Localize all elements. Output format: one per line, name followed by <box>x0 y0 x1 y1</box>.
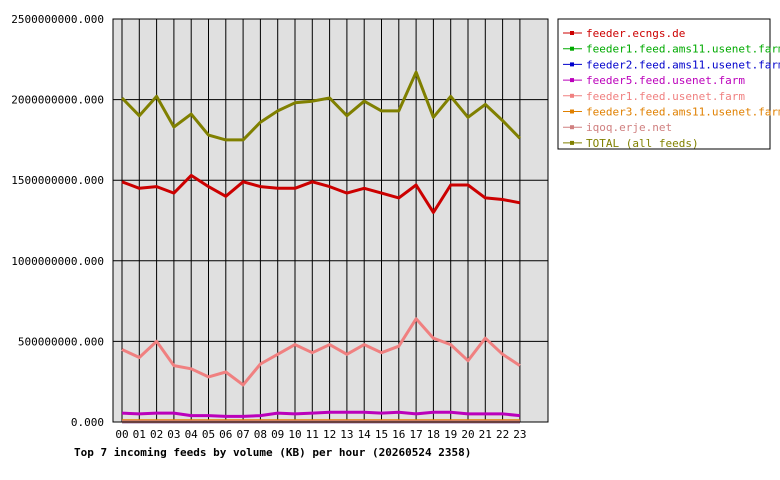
legend-marker <box>570 31 574 35</box>
x-tick-label: 01 <box>133 428 146 441</box>
x-tick-label: 21 <box>479 428 492 441</box>
legend-marker <box>570 125 574 130</box>
legend: feeder.ecngs.de feeder1.feed.ams11.usenet… <box>557 18 780 150</box>
x-tick-label: 03 <box>167 428 180 441</box>
y-tick-label: 2500000000.000 <box>11 13 104 26</box>
y-tick-label: 2000000000.000 <box>11 94 104 107</box>
legend-marker <box>570 78 574 83</box>
series-line <box>120 70 521 142</box>
x-tick-label: 10 <box>288 428 301 441</box>
legend-marker <box>570 46 574 51</box>
x-tick-labels: 00 01 02 03 04 05 06 07 08 09 10 11 12 13 14 15 16 17 18 19… <box>115 428 526 441</box>
x-tick-label: 14 <box>358 428 372 441</box>
plot-background <box>113 19 548 422</box>
legend-label: TOTAL (all feeds) <box>586 137 699 150</box>
x-tick-label: 22 <box>496 428 509 441</box>
y-tick-label: 500000000.000 <box>18 335 104 348</box>
legend-marker <box>570 93 574 98</box>
series-line <box>121 317 521 387</box>
x-tick-label: 15 <box>375 428 388 441</box>
x-tick-label: 07 <box>236 428 249 441</box>
x-tick-label: 19 <box>444 428 457 441</box>
plot-border <box>112 18 549 423</box>
legend-marker <box>570 62 574 67</box>
x-tick-label: 05 <box>202 428 215 441</box>
x-tick-label: 16 <box>392 428 405 441</box>
legend-label: feeder3.feed.ams11.usenet.farm <box>586 106 780 119</box>
legend-marker <box>570 140 574 145</box>
x-tick-label: 09 <box>271 428 284 441</box>
x-tick-label: 13 <box>340 428 353 441</box>
x-tick-label: 17 <box>409 428 422 441</box>
y-tick-label: 0.000 <box>71 416 104 429</box>
y-tick-label: 1000000000.000 <box>11 255 104 268</box>
legend-label: feeder5.feed.usenet.farm <box>586 74 745 87</box>
x-tick-label: 08 <box>254 428 267 441</box>
x-tick-label: 00 <box>115 428 128 441</box>
x-tick-label: 18 <box>427 428 440 441</box>
legend-box <box>557 18 771 150</box>
legend-label: feeder2.feed.ams11.usenet.farm <box>586 58 780 71</box>
legend-marker <box>570 109 574 114</box>
chart-caption: Top 7 incoming feeds by volume (KB) per … <box>74 446 471 459</box>
x-tick-label: 04 <box>185 428 199 441</box>
x-tick-label: 11 <box>306 428 319 441</box>
x-tick-label: 12 <box>323 428 336 441</box>
series-line <box>121 173 521 214</box>
x-tick-label: 23 <box>513 428 526 441</box>
x-tick-label: 20 <box>461 428 474 441</box>
y-tick-labels: 0.000 500000000.000 1000000000.000 15000000… <box>11 13 104 429</box>
legend-label: feeder1.feed.ams11.usenet.farm <box>586 43 780 56</box>
series-line <box>121 410 521 418</box>
x-tick-label: 06 <box>219 428 232 441</box>
legend-label: feeder.ecngs.de <box>586 27 685 40</box>
legend-label: feeder1.feed.usenet.farm <box>586 90 745 103</box>
x-tick-label: 02 <box>150 428 163 441</box>
y-tick-label: 1500000000.000 <box>11 174 104 187</box>
legend-label: iqoq.erje.net <box>586 121 672 134</box>
